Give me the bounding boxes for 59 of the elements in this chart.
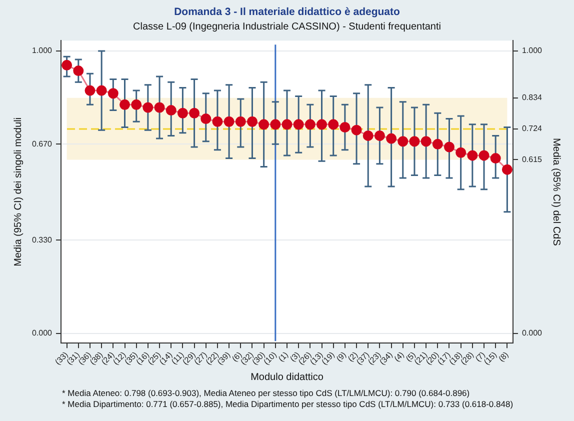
y2-tick-label: 1.000 (522, 46, 543, 56)
point (177, 108, 188, 118)
chart-title: Domanda 3 - Il materiale didattico è adeguato (174, 6, 400, 18)
point (328, 119, 339, 130)
point (362, 130, 374, 141)
point (108, 88, 118, 99)
point (96, 85, 107, 96)
y2-tick-label: 0.000 (522, 328, 543, 338)
point (293, 119, 304, 130)
point (432, 138, 443, 150)
y-tick-label: 0.000 (32, 328, 53, 338)
point (386, 133, 397, 144)
point (502, 164, 512, 175)
y-tick-label: 1.000 (32, 46, 53, 56)
chart-subtitle: Classe L-09 (Ingegneria Industriale CASSINO) - Studenti frequentanti (133, 21, 441, 32)
x-tick-label: (9) (334, 350, 348, 364)
point (374, 130, 385, 141)
x-tick-label: (1) (276, 350, 290, 364)
point (258, 119, 270, 130)
text: * Media Dipartimento: 0.771 (0.657-0.885), Media Dipartimento per stesso tipo CdS (LT/LM/LMCU): 0.733 (0.618-0.848) (62, 399, 514, 410)
point (282, 119, 292, 130)
point (189, 108, 200, 118)
point (84, 85, 96, 96)
point (304, 119, 316, 130)
point (351, 124, 362, 136)
x-tick-label: (8) (496, 350, 510, 364)
point (131, 99, 142, 110)
point (120, 99, 130, 110)
point (316, 119, 328, 130)
y-tick-label: 0.330 (32, 235, 53, 244)
point (467, 150, 478, 161)
y-tick-label: 0.670 (32, 139, 53, 148)
x-axis-title: Modulo didattico (250, 372, 324, 383)
point (73, 66, 84, 76)
point (224, 116, 234, 127)
point (246, 116, 258, 127)
point (478, 150, 490, 161)
point (490, 153, 501, 164)
point (62, 60, 72, 70)
point (166, 105, 176, 116)
point (270, 119, 281, 130)
point (409, 136, 420, 147)
point (212, 116, 223, 127)
point (340, 122, 350, 132)
point (235, 116, 246, 127)
point (200, 114, 212, 124)
point (456, 147, 466, 158)
point (154, 102, 165, 113)
y2-tick-label: 0.724 (522, 124, 543, 134)
point (420, 136, 432, 147)
y-axis-title: Media (95% CI) dei singoli moduli (12, 117, 24, 266)
text: * Media Ateneo: 0.798 (0.693-0.903), Media Ateneo per stesso tipo CdS (LT/LM/LMCU): 0.790 (0.684-0.896) (62, 388, 471, 399)
point (142, 102, 154, 113)
y2-axis-title: Media (95% CI) del CdS (550, 138, 562, 246)
x-tick-label: (4) (392, 350, 406, 364)
y2-tick-label: 0.615 (522, 154, 543, 164)
y2-tick-label: 0.834 (522, 93, 543, 102)
point (398, 136, 408, 147)
point (444, 142, 454, 152)
